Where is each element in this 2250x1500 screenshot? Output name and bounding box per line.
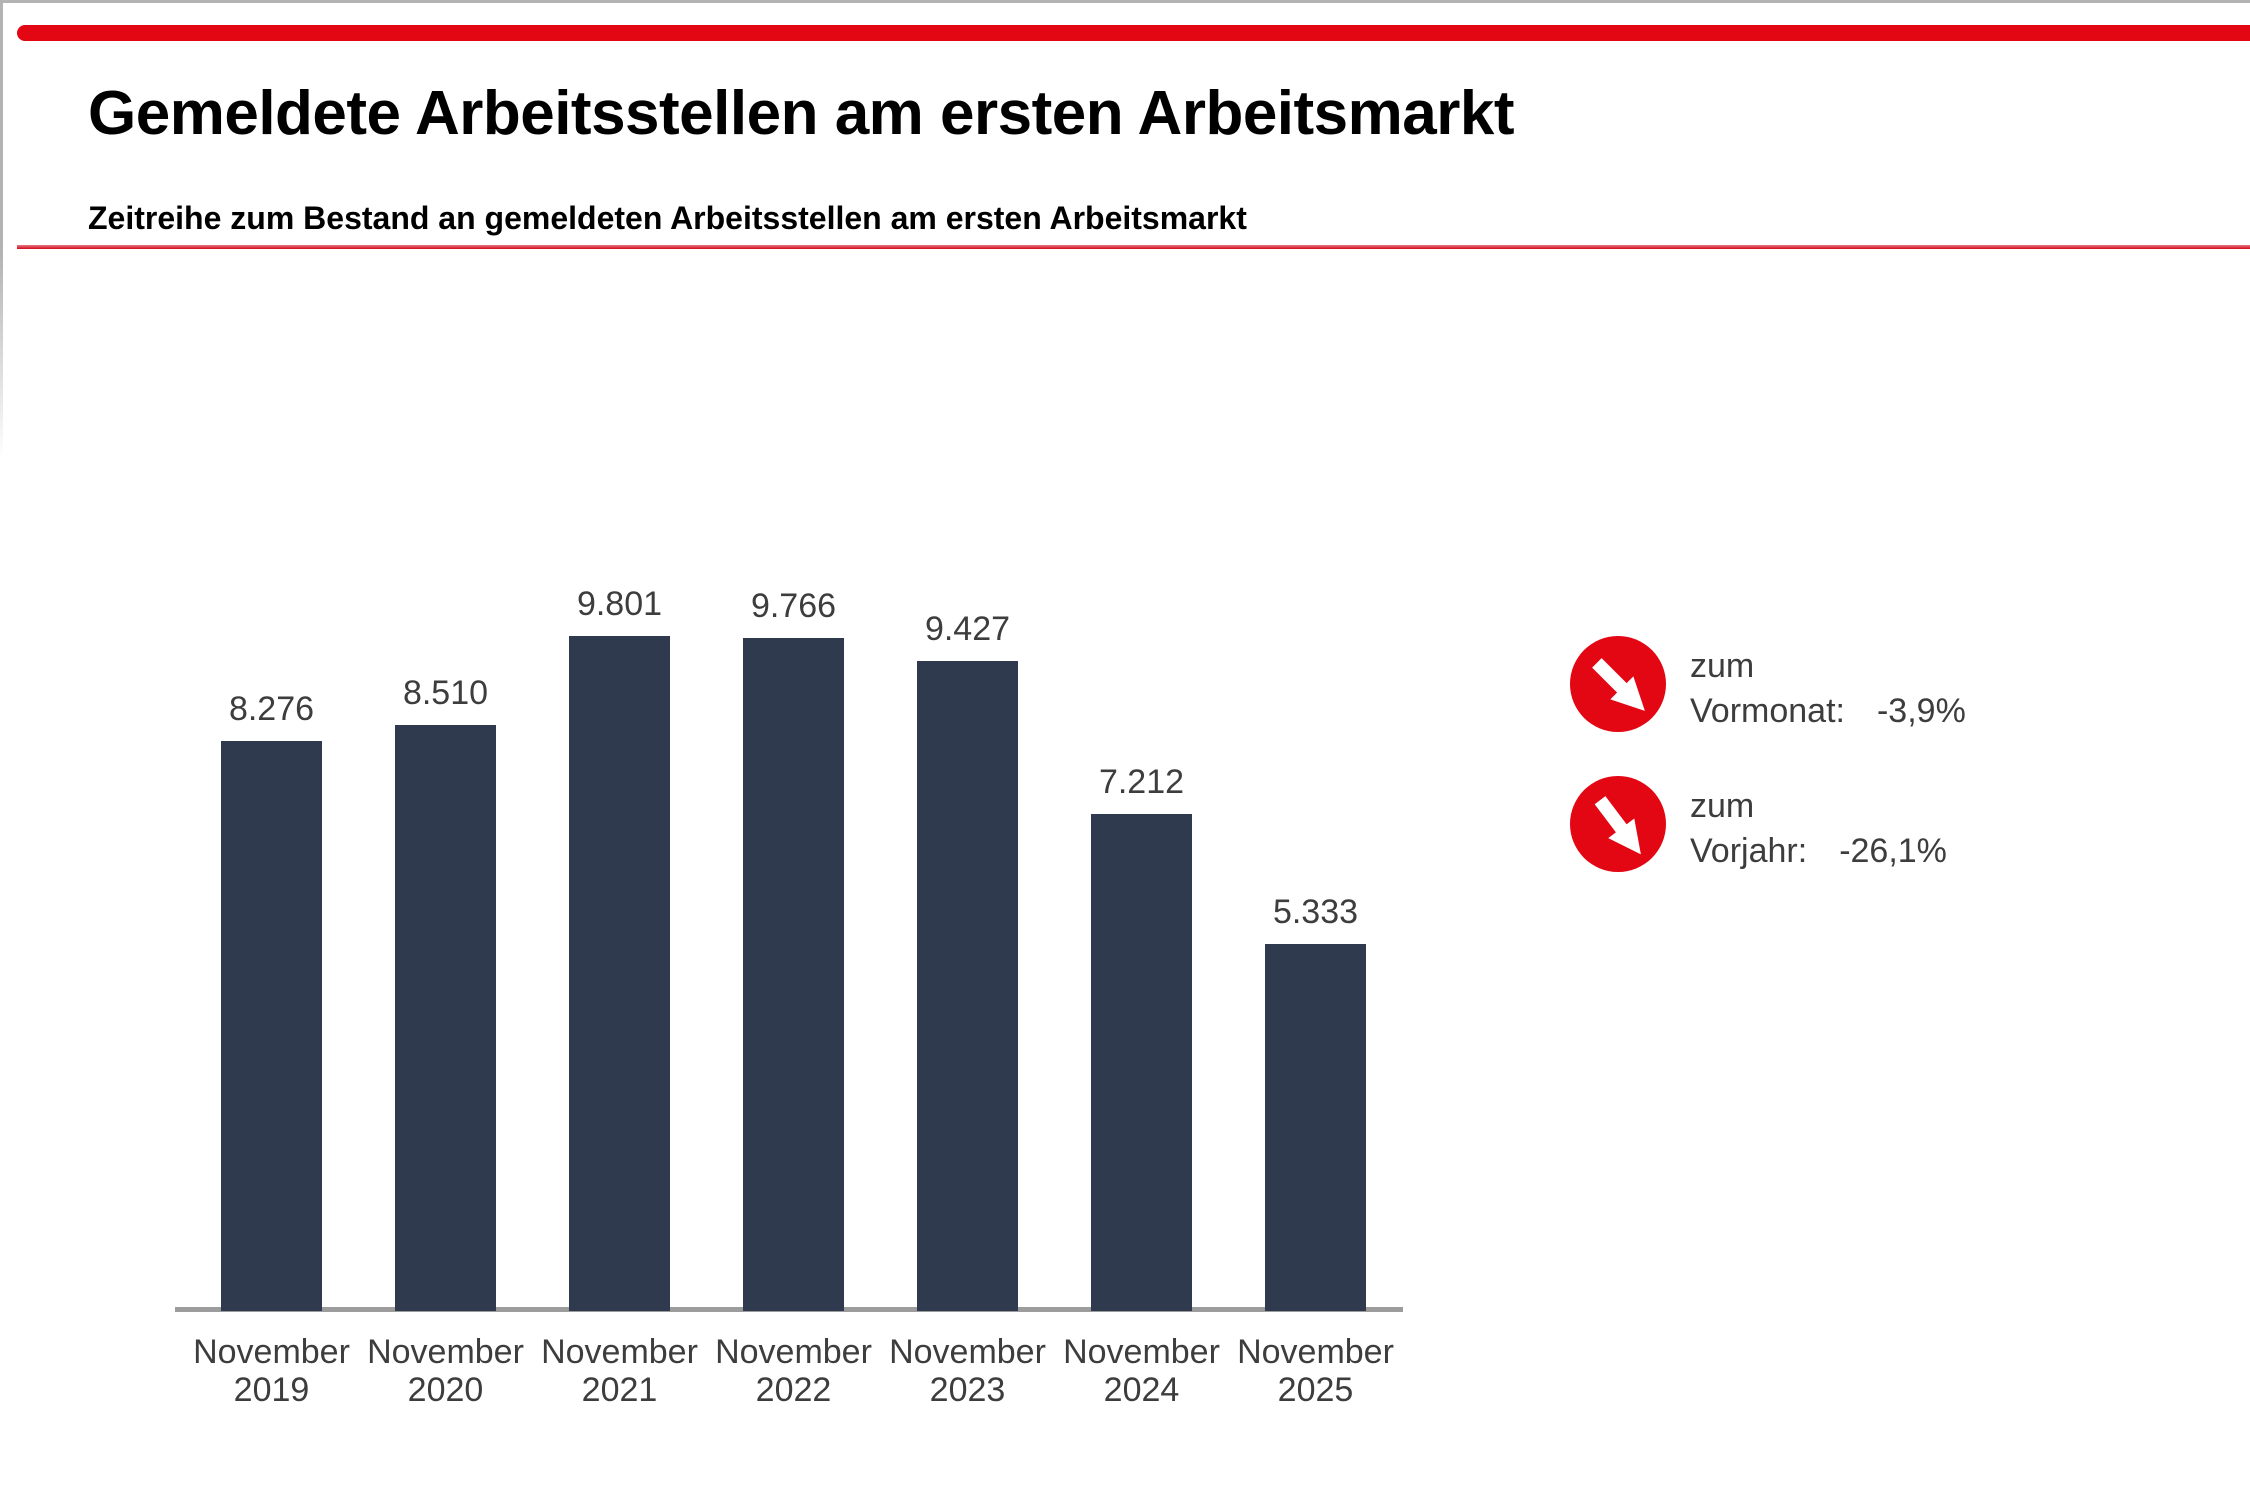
- bar-value-label: 9.766: [750, 587, 837, 625]
- top-hairline: [0, 0, 2250, 3]
- bar: [1265, 944, 1366, 1311]
- arrow-down-right-icon: [1570, 636, 1666, 732]
- bar-x-label: November 2022: [715, 1333, 872, 1409]
- subtitle-divider-line: [17, 245, 2250, 249]
- kpi-value: -26,1%: [1839, 832, 1947, 870]
- kpi-value: -3,9%: [1876, 692, 1966, 730]
- bar-value-label: 9.427: [924, 610, 1011, 648]
- kpi-vormonat: zum Vormonat: -3,9%: [1690, 644, 1966, 734]
- bar: [917, 661, 1018, 1311]
- bar: [395, 725, 496, 1311]
- page-title: Gemeldete Arbeitsstellen am ersten Arbei…: [88, 79, 1515, 148]
- kpi-label-line2: Vormonat:: [1690, 692, 1845, 730]
- kpi-label-line2: Vorjahr:: [1690, 832, 1808, 870]
- bar-value-label: 8.510: [402, 674, 489, 712]
- bar-value-label: 9.801: [576, 585, 663, 623]
- page-subtitle: Zeitreihe zum Bestand an gemeldeten Arbe…: [88, 200, 1247, 236]
- bar-value-label: 5.333: [1272, 893, 1359, 931]
- bar: [569, 636, 670, 1311]
- bar-x-label: November 2019: [193, 1333, 350, 1409]
- arrow-down-right-icon: [1570, 776, 1666, 872]
- bar-value-label: 8.276: [228, 690, 315, 728]
- bar: [1091, 814, 1192, 1311]
- bar-x-label: November 2023: [889, 1333, 1046, 1409]
- kpi-label-line1: zum: [1690, 787, 1755, 825]
- bar-x-label: November 2025: [1237, 1333, 1394, 1409]
- bar: [221, 741, 322, 1311]
- bar-x-label: November 2024: [1063, 1333, 1220, 1409]
- left-hairline: [0, 0, 3, 460]
- kpi-vorjahr: zum Vorjahr: -26,1%: [1690, 784, 1947, 874]
- bar-x-label: November 2021: [541, 1333, 698, 1409]
- kpi-label-line1: zum: [1690, 647, 1755, 685]
- bar: [743, 638, 844, 1311]
- bar-x-label: November 2020: [367, 1333, 524, 1409]
- bar-value-label: 7.212: [1098, 763, 1185, 801]
- top-accent-bar: [17, 25, 2250, 41]
